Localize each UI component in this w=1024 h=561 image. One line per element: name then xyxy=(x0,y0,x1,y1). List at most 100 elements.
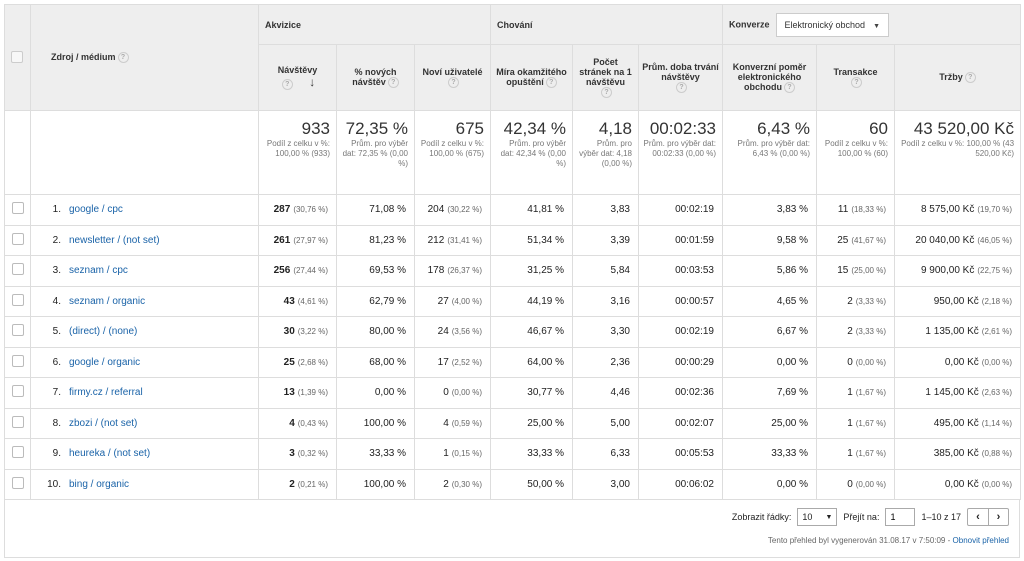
source-medium-link[interactable]: bing / organic xyxy=(69,478,130,490)
revenue-pct: (2,61 %) xyxy=(981,327,1013,337)
table-row: 9. heureka / (not set) 3 (0,32 %) 33,33 % 1 (0… xyxy=(4,438,1022,470)
conversions-group-header: Konverze Elektronický obchod ▼ xyxy=(721,4,1022,45)
cell-transactions: 0 (0,00 %) xyxy=(816,346,895,378)
source-medium-link[interactable]: heureka / (not set) xyxy=(69,448,151,460)
total-avg-duration-value: 00:02:33 xyxy=(649,119,716,138)
source-medium-link[interactable]: seznam / cpc xyxy=(69,265,128,277)
rows-per-page-select[interactable]: 10 ▼ xyxy=(797,508,838,526)
group-header-row: Zdroj / médium? Akvizice Chování Konverz… xyxy=(4,4,1022,111)
cell-new-pct: 100,00 % xyxy=(336,407,415,439)
cell-new-pct: 68,00 % xyxy=(336,346,415,378)
new-users-value: 1 xyxy=(443,448,449,460)
help-icon[interactable]: ? xyxy=(851,77,862,89)
cell-pages: 6,33 xyxy=(572,438,639,470)
goto-page-input[interactable] xyxy=(885,508,916,526)
row-checkbox[interactable] xyxy=(11,202,24,215)
source-medium-link[interactable]: zbozi / (not set) xyxy=(69,417,138,429)
revenue-value: 9 900,00 Kč xyxy=(920,265,975,277)
row-checkbox[interactable] xyxy=(11,324,24,337)
row-index: 4. xyxy=(52,295,61,307)
row-checkbox[interactable] xyxy=(11,263,24,276)
col-sessions[interactable]: Návštěvy? ↓ xyxy=(258,44,337,111)
source-medium-link[interactable]: google / organic xyxy=(69,356,141,368)
help-icon[interactable]: ? xyxy=(964,72,976,84)
row-index: 2. xyxy=(52,234,61,246)
cell-bounce: 30,77 % xyxy=(490,377,573,409)
cell-new-pct: 33,33 % xyxy=(336,438,415,470)
row-source-cell: 2. newsletter / (not set) xyxy=(30,224,259,256)
help-icon[interactable]: ? xyxy=(545,77,557,89)
revenue-pct: (2,63 %) xyxy=(981,388,1013,398)
data-rows: 1. google / cpc 287 (30,76 %) 71,08 % 204 (30,… xyxy=(4,194,1022,500)
source-medium-header[interactable]: Zdroj / médium? xyxy=(30,4,259,111)
total-new-sessions-pct-sub: Prům. pro výběr dat: 72,35 % (0,00 %) xyxy=(342,139,408,168)
total-conversion-rate: 6,43 % Prům. pro výběr dat: 6,43 % (0,00 … xyxy=(722,110,817,195)
revenue-pct: (1,14 %) xyxy=(981,418,1013,428)
row-checkbox[interactable] xyxy=(11,385,24,398)
total-avg-duration: 00:02:33 Prům. pro výběr dat: 00:02:33 (0… xyxy=(638,110,723,195)
row-checkbox[interactable] xyxy=(11,293,24,306)
row-checkbox[interactable] xyxy=(11,232,24,245)
row-checkbox[interactable] xyxy=(11,415,24,428)
cell-revenue: 385,00 Kč (0,88 %) xyxy=(893,438,1022,470)
source-medium-link[interactable]: firmy.cz / referral xyxy=(69,387,143,399)
source-medium-link[interactable]: newsletter / (not set) xyxy=(69,234,160,246)
cell-new-pct: 69,53 % xyxy=(336,255,415,287)
cell-bounce: 33,33 % xyxy=(490,438,573,470)
row-select-cell xyxy=(4,316,31,348)
cell-pages: 4,46 xyxy=(572,377,639,409)
acquisition-group-header: Akvizice xyxy=(258,4,491,45)
help-icon[interactable]: ? xyxy=(281,78,293,90)
col-avg-duration[interactable]: Prům. doba trvání návštěvy? xyxy=(638,44,723,111)
next-page-button[interactable]: › xyxy=(988,509,1008,525)
goto-label: Přejít na: xyxy=(843,512,880,522)
new-users-pct: (0,59 %) xyxy=(451,418,482,428)
prev-page-button[interactable]: ‹ xyxy=(976,511,980,523)
source-medium-link[interactable]: google / cpc xyxy=(69,204,123,216)
conversions-dropdown[interactable]: Elektronický obchod ▼ xyxy=(775,12,889,37)
new-users-value: 27 xyxy=(437,295,449,307)
col-new-users[interactable]: Noví uživatelé? xyxy=(414,44,491,111)
cell-bounce: 25,00 % xyxy=(490,407,573,439)
help-icon[interactable]: ? xyxy=(448,77,459,89)
col-revenue[interactable]: Tržby? xyxy=(893,44,1022,111)
cell-new-users: 1 (0,15 %) xyxy=(414,438,491,470)
sessions-value: 287 xyxy=(273,204,291,216)
col-transactions[interactable]: Transakce? xyxy=(816,44,895,111)
help-icon[interactable]: ? xyxy=(676,82,687,94)
cell-new-users: 0 (0,00 %) xyxy=(414,377,491,409)
total-bounce-rate: 42,34 % Prům. pro výběr dat: 42,34 % (0,0… xyxy=(490,110,573,195)
cell-sessions: 4 (0,43 %) xyxy=(258,407,337,439)
cell-duration: 00:00:29 xyxy=(638,346,723,378)
cell-bounce: 31,25 % xyxy=(490,255,573,287)
col-new-sessions-pct[interactable]: % nových návštěv? xyxy=(336,44,415,111)
cell-pages: 3,16 xyxy=(572,285,639,317)
row-checkbox[interactable] xyxy=(11,476,24,489)
table-row: 7. firmy.cz / referral 13 (1,39 %) 0,00 % 0 (0… xyxy=(4,377,1022,409)
select-all-checkbox[interactable] xyxy=(11,50,23,63)
help-icon[interactable]: ? xyxy=(117,52,129,64)
help-icon[interactable]: ? xyxy=(601,87,612,99)
row-select-cell xyxy=(4,285,31,317)
source-medium-link[interactable]: (direct) / (none) xyxy=(69,326,138,338)
total-transactions: 60 Podíl z celku v %: 100,00 % (60) xyxy=(816,110,895,195)
cell-transactions: 0 (0,00 %) xyxy=(816,468,895,500)
col-pages-per-session[interactable]: Počet stránek na 1 návštěvu? xyxy=(572,44,639,111)
row-checkbox[interactable] xyxy=(11,446,24,459)
col-conversion-rate[interactable]: Konverzní poměr elektronického obchodu? xyxy=(722,44,817,111)
cell-pages: 3,30 xyxy=(572,316,639,348)
row-select-cell xyxy=(4,224,31,256)
help-icon[interactable]: ? xyxy=(387,77,399,89)
cell-duration: 00:02:36 xyxy=(638,377,723,409)
revenue-pct: (46,05 %) xyxy=(977,235,1013,245)
row-index: 8. xyxy=(52,417,61,429)
col-bounce-rate[interactable]: Míra okamžitého opuštění? xyxy=(490,44,573,111)
refresh-report-link[interactable]: Obnovit přehled xyxy=(952,536,1009,545)
row-checkbox[interactable] xyxy=(11,354,24,367)
total-avg-duration-sub: Prům. pro výběr dat: 00:02:33 (0,00 %) xyxy=(643,139,716,158)
help-icon[interactable]: ? xyxy=(784,82,795,94)
cell-sessions: 261 (27,97 %) xyxy=(258,224,337,256)
source-medium-link[interactable]: seznam / organic xyxy=(69,295,146,307)
cell-revenue: 9 900,00 Kč (22,75 %) xyxy=(893,255,1022,287)
total-conversion-rate-value: 6,43 % xyxy=(757,119,810,138)
